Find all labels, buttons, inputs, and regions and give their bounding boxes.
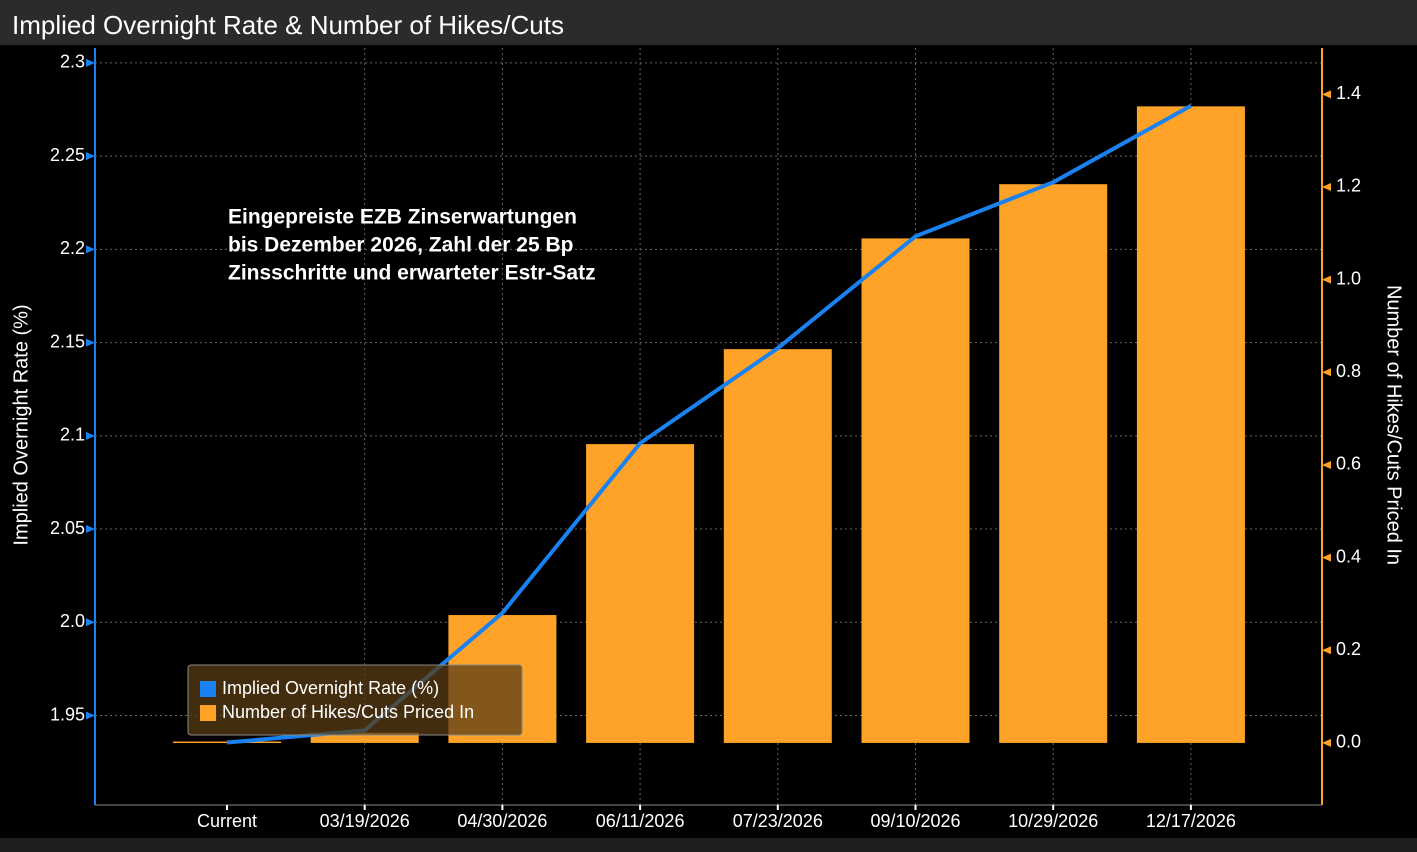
- bar: [723, 349, 832, 743]
- x-tick-label: 03/19/2026: [320, 811, 410, 831]
- y-tick-mark: [86, 58, 95, 67]
- y2-tick-mark: [1322, 646, 1331, 655]
- chart-title: Implied Overnight Rate & Number of Hikes…: [12, 10, 564, 40]
- y-tick-label: 2.05: [50, 518, 85, 538]
- legend-swatch: [200, 705, 216, 721]
- y-tick-mark: [86, 525, 95, 534]
- y2-tick-label: 0.8: [1336, 361, 1361, 381]
- legend-swatch: [200, 681, 216, 697]
- y-tick-mark: [86, 245, 95, 254]
- y-tick-mark: [86, 152, 95, 161]
- y2-tick-mark: [1322, 90, 1331, 99]
- y2-tick-label: 1.4: [1336, 83, 1361, 103]
- y2-tick-label: 1.2: [1336, 176, 1361, 196]
- bar: [861, 238, 970, 743]
- y-tick-mark: [86, 711, 95, 720]
- y2-tick-mark: [1322, 460, 1331, 469]
- y-tick-label: 1.95: [50, 704, 85, 724]
- bar: [999, 184, 1108, 743]
- y-tick-mark: [86, 338, 95, 347]
- x-tick-label: 12/17/2026: [1146, 811, 1236, 831]
- y2-tick-mark: [1322, 553, 1331, 562]
- y2-tick-label: 0.2: [1336, 639, 1361, 659]
- y-tick-mark: [86, 431, 95, 440]
- y2-tick-mark: [1322, 738, 1331, 747]
- annotation: bis Dezember 2026, Zahl der 25 Bp: [228, 234, 573, 257]
- y2-axis-title: Number of Hikes/Cuts Priced In: [1383, 285, 1405, 565]
- y-tick-label: 2.1: [60, 425, 85, 445]
- bar: [310, 732, 419, 743]
- y2-tick-label: 0.6: [1336, 454, 1361, 474]
- annotation: Zinsschritte und erwarteter Estr-Satz: [228, 262, 596, 285]
- y-tick-label: 2.25: [50, 145, 85, 165]
- legend-label: Number of Hikes/Cuts Priced In: [222, 702, 474, 722]
- footer-bar: [0, 838, 1417, 852]
- y-tick-label: 2.3: [60, 52, 85, 72]
- legend-box: [187, 664, 523, 736]
- y2-tick-mark: [1322, 182, 1331, 191]
- y2-tick-mark: [1322, 275, 1331, 284]
- y-axis-title: Implied Overnight Rate (%): [10, 304, 32, 545]
- x-tick-label: 04/30/2026: [457, 811, 547, 831]
- y2-tick-mark: [1322, 368, 1331, 377]
- y2-tick-label: 1.0: [1336, 268, 1361, 288]
- y-tick-mark: [86, 618, 95, 627]
- bar: [1136, 106, 1245, 743]
- y2-tick-label: 0.0: [1336, 732, 1361, 752]
- title-bar: [0, 0, 1417, 45]
- y-tick-label: 2.2: [60, 238, 85, 258]
- x-tick-label: 09/10/2026: [870, 811, 960, 831]
- x-tick-label: 07/23/2026: [733, 811, 823, 831]
- legend-label: Implied Overnight Rate (%): [222, 678, 439, 698]
- y-tick-label: 2.0: [60, 611, 85, 631]
- y2-tick-label: 0.4: [1336, 546, 1361, 566]
- y-tick-label: 2.15: [50, 331, 85, 351]
- x-tick-label: 06/11/2026: [596, 811, 685, 831]
- x-tick-label: Current: [197, 811, 257, 831]
- annotation: Eingepreiste EZB Zinserwartungen: [228, 206, 577, 229]
- bar: [586, 444, 695, 743]
- x-tick-label: 10/29/2026: [1008, 811, 1098, 831]
